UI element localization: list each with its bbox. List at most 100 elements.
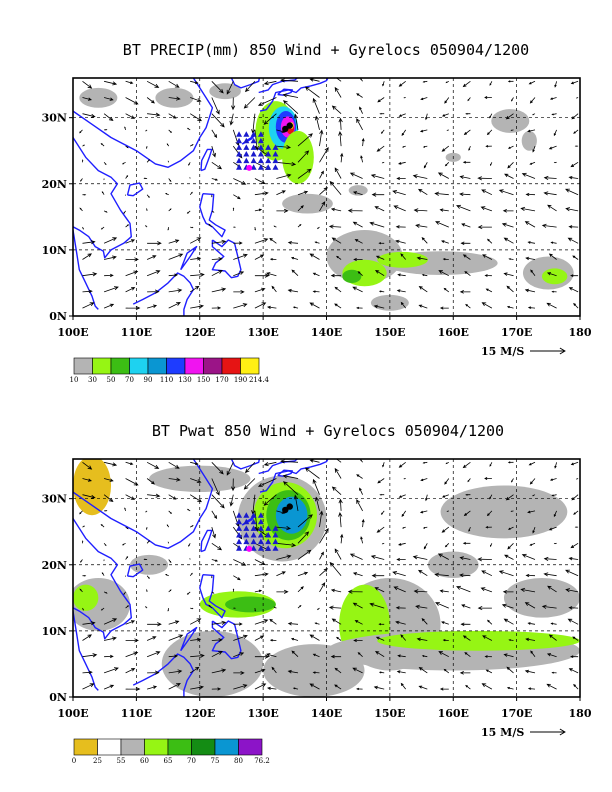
wind-arrow	[444, 162, 450, 167]
wind-arrow	[125, 668, 136, 674]
wind-arrow	[82, 194, 87, 196]
wind-arrow	[415, 604, 428, 609]
wind-arrow	[422, 80, 428, 83]
wind-arrow	[570, 461, 579, 466]
y-tick-label: 10N	[42, 625, 67, 638]
coastline-segment	[73, 137, 133, 259]
wind-arrow	[319, 170, 324, 179]
wind-arrow	[287, 669, 299, 674]
wind-arrow	[568, 176, 579, 180]
wind-arrow	[254, 129, 259, 151]
x-tick-label: 130E	[247, 707, 278, 720]
colorbar: 10 30 50 70 90 110 130 150 170 190 214.4	[70, 357, 270, 384]
wind-arrow	[570, 80, 579, 85]
wind-arrow	[263, 80, 277, 86]
wind-arrow	[524, 221, 536, 228]
wind-arrow	[377, 478, 385, 484]
wind-arrow	[477, 557, 492, 562]
wind-arrow	[459, 573, 471, 578]
wind-arrow	[319, 147, 329, 163]
wind-arrow	[331, 486, 342, 495]
colorbar-swatch	[203, 357, 223, 375]
wind-arrow	[459, 290, 471, 294]
wind-arrow	[489, 494, 493, 500]
shaded-region	[377, 251, 428, 268]
wind-arrow	[439, 687, 449, 691]
wind-arrow	[508, 258, 514, 261]
wind-arrow	[211, 650, 223, 658]
wind-arrow	[146, 685, 158, 690]
wind-arrow	[211, 494, 225, 509]
wind-arrow	[233, 253, 248, 260]
coastline	[73, 459, 329, 697]
colorbar-label: 214.4	[249, 376, 270, 384]
wind-arrow	[444, 478, 450, 485]
wind-arrow	[489, 81, 493, 86]
wind-arrow	[347, 589, 363, 594]
wind-arrow	[441, 145, 450, 152]
wind-arrow	[276, 208, 289, 213]
wind-arrow	[528, 461, 536, 466]
wind-arrow	[565, 188, 579, 196]
wind-arrow	[485, 669, 493, 674]
wind-arrow	[168, 288, 183, 293]
wind-arrow	[354, 239, 363, 244]
wind-arrow	[229, 113, 234, 126]
wind-arrow	[168, 494, 177, 500]
wind-arrow	[338, 511, 343, 528]
wind-arrow	[125, 620, 136, 625]
coastline-segment	[73, 459, 214, 549]
colorbar-swatch	[214, 738, 239, 756]
storm-center	[286, 503, 293, 510]
wind-arrow	[338, 117, 343, 130]
wind-arrow	[525, 573, 536, 578]
wind-arrow	[103, 494, 114, 503]
wind-arrow	[297, 549, 312, 560]
wind-arrow	[550, 241, 557, 244]
wind-arrow	[147, 112, 161, 117]
wind-arrow	[233, 241, 243, 245]
wind-arrow	[144, 606, 148, 609]
gyre-triangle	[250, 131, 257, 137]
wind-arrow	[485, 288, 493, 293]
gyre-triangle	[257, 144, 264, 150]
wind-arrow	[254, 178, 266, 185]
wind-arrow	[334, 167, 342, 179]
wind-arrow	[100, 226, 105, 230]
wind-arrow	[269, 639, 277, 642]
wind-arrow	[168, 620, 180, 625]
wind-arrow	[254, 287, 266, 293]
colorbar-swatch	[184, 357, 204, 375]
wind-arrow	[282, 474, 299, 479]
wind-arrow	[147, 241, 162, 246]
wind-arrow	[551, 113, 557, 116]
wind-arrow	[507, 526, 514, 530]
wind-arrow	[79, 207, 83, 212]
wind-arrow	[280, 459, 299, 464]
shaded-region	[79, 87, 118, 108]
wind-arrow	[146, 145, 148, 150]
shaded-region	[541, 268, 568, 285]
wind-arrow	[565, 569, 579, 577]
x-tick-label: 110E	[121, 326, 152, 339]
wind-arrow	[82, 494, 96, 499]
wind-arrow	[525, 256, 536, 261]
wind-arrow	[490, 162, 493, 167]
y-tick-label: 0N	[49, 691, 67, 704]
wind-arrow	[190, 80, 199, 85]
wind-arrow	[529, 478, 536, 485]
wind-arrow	[254, 635, 265, 641]
gyre-triangle	[236, 144, 243, 150]
wind-vectors	[79, 78, 579, 311]
wind-arrow	[168, 208, 172, 212]
wind-arrow	[482, 254, 493, 260]
wind-arrow	[124, 126, 126, 131]
wind-arrow	[397, 654, 406, 658]
wind-arrow	[292, 306, 299, 309]
wind-arrow	[379, 493, 385, 496]
wind-arrow	[541, 604, 557, 609]
wind-arrow	[190, 478, 202, 483]
gyre-triangle	[236, 512, 243, 518]
gyre-triangle	[257, 532, 264, 538]
x-tick-label: 130E	[247, 326, 278, 339]
